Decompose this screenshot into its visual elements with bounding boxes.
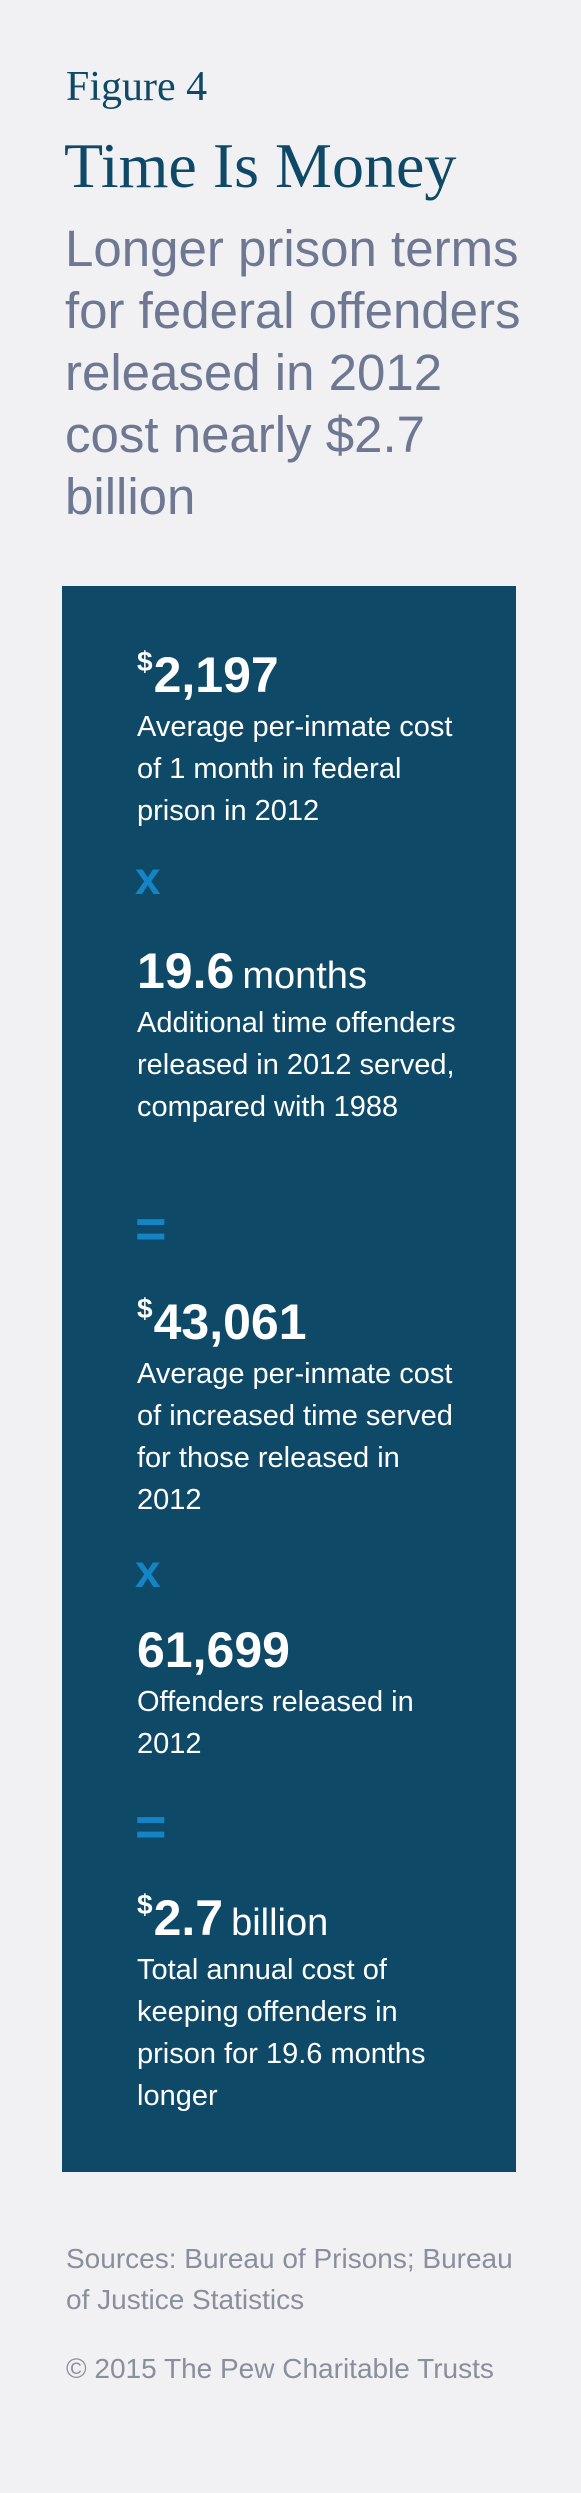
copyright-note: © 2015 The Pew Charitable Trusts (66, 2353, 494, 2384)
additional-time-description: Additional time offenders released in 20… (137, 1007, 456, 1123)
page-title: Time Is Money (64, 130, 457, 201)
increased-cost-block: $43,061 Average per-inmate cost of incre… (137, 1294, 467, 1521)
increased-cost-value: $43,061 (137, 1294, 467, 1350)
total-cost-description: Total annual cost of keeping offenders i… (137, 1954, 426, 2112)
multiply-operator: x (135, 1545, 161, 1597)
total-cost-number: 2.7 (153, 1890, 224, 1946)
offenders-released-description: Offenders released in 2012 (137, 1686, 414, 1760)
sources-note: Sources: Bureau of Prisons; Bureau of Ju… (66, 2243, 513, 2315)
additional-time-number: 19.6 (137, 943, 235, 999)
figure-label: Figure 4 (66, 64, 208, 110)
calculation-panel (62, 586, 516, 2172)
currency-symbol: $ (137, 646, 153, 677)
currency-symbol: $ (137, 1889, 153, 1920)
equals-operator: = (135, 1199, 167, 1259)
currency-symbol: $ (137, 1293, 153, 1324)
additional-time-block: 19.6 months Additional time offenders rel… (137, 946, 467, 1128)
cost-per-month-value: $2,197 (137, 647, 467, 703)
equals-operator: = (135, 1797, 167, 1857)
additional-time-unit: months (242, 955, 367, 997)
page-subtitle: Longer prison terms for federal offender… (65, 220, 521, 525)
increased-cost-description: Average per-inmate cost of increased tim… (137, 1358, 453, 1516)
cost-per-month-description: Average per-inmate cost of 1 month in fe… (137, 711, 453, 827)
total-cost-block: $2.7 billion Total annual cost of keeping… (137, 1890, 467, 2117)
offenders-released-block: 61,699 Offenders released in 2012 (137, 1625, 467, 1765)
offenders-released-value: 61,699 (137, 1622, 290, 1678)
total-cost-unit: billion (231, 1902, 329, 1944)
multiply-operator: x (135, 852, 161, 904)
cost-per-month-block: $2,197 Average per-inmate cost of 1 mont… (137, 647, 467, 832)
total-cost-value: $2.7 billion (137, 1890, 467, 1946)
additional-time-value: 19.6 months (137, 946, 467, 996)
cost-per-month-number: 2,197 (153, 647, 279, 703)
increased-cost-number: 43,061 (153, 1294, 307, 1350)
